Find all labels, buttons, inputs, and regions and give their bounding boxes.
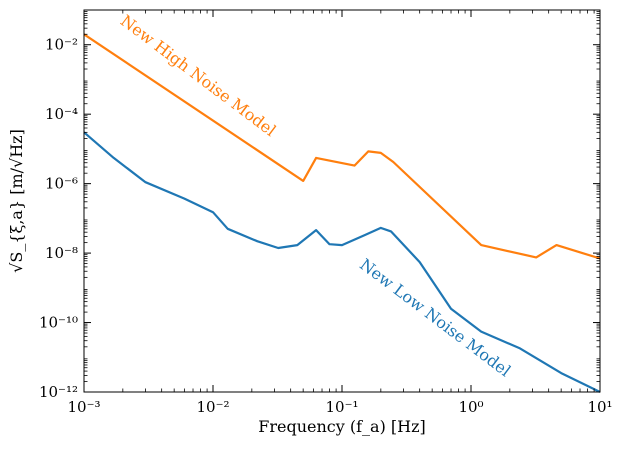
high-noise-model-line bbox=[83, 33, 601, 260]
x-tick-label: 10⁻³ bbox=[67, 398, 100, 416]
x-tick-label: 10⁰ bbox=[458, 398, 483, 416]
x-tick-label: 10⁻² bbox=[196, 398, 229, 416]
plot-frame bbox=[83, 9, 601, 393]
y-tick-label: 10⁻² bbox=[45, 36, 78, 54]
y-tick-label: 10⁻¹⁰ bbox=[39, 314, 78, 332]
x-tick-label: 10¹ bbox=[587, 398, 612, 416]
tick-layer: 10⁻³ 10⁻² 10⁻¹ 10⁰ 10¹ 10⁻¹² 10⁻¹⁰ 10⁻⁸ 10⁻⁶ 10⁻⁴… bbox=[39, 10, 613, 416]
y-tick-label: 10⁻⁶ bbox=[45, 175, 78, 193]
low-noise-model-line bbox=[83, 131, 601, 393]
y-tick-label: 10⁻⁴ bbox=[45, 105, 78, 123]
y-tick-label: 10⁻⁸ bbox=[45, 244, 78, 262]
series-layer bbox=[83, 33, 601, 393]
y-tick-label: 10⁻¹² bbox=[39, 383, 78, 401]
y-axis-label: √S_{ξ,a} [m/√Hz] bbox=[7, 129, 26, 273]
x-tick-label: 10⁻¹ bbox=[325, 398, 358, 416]
x-axis-label: Frequency (f_a) [Hz] bbox=[258, 417, 426, 436]
